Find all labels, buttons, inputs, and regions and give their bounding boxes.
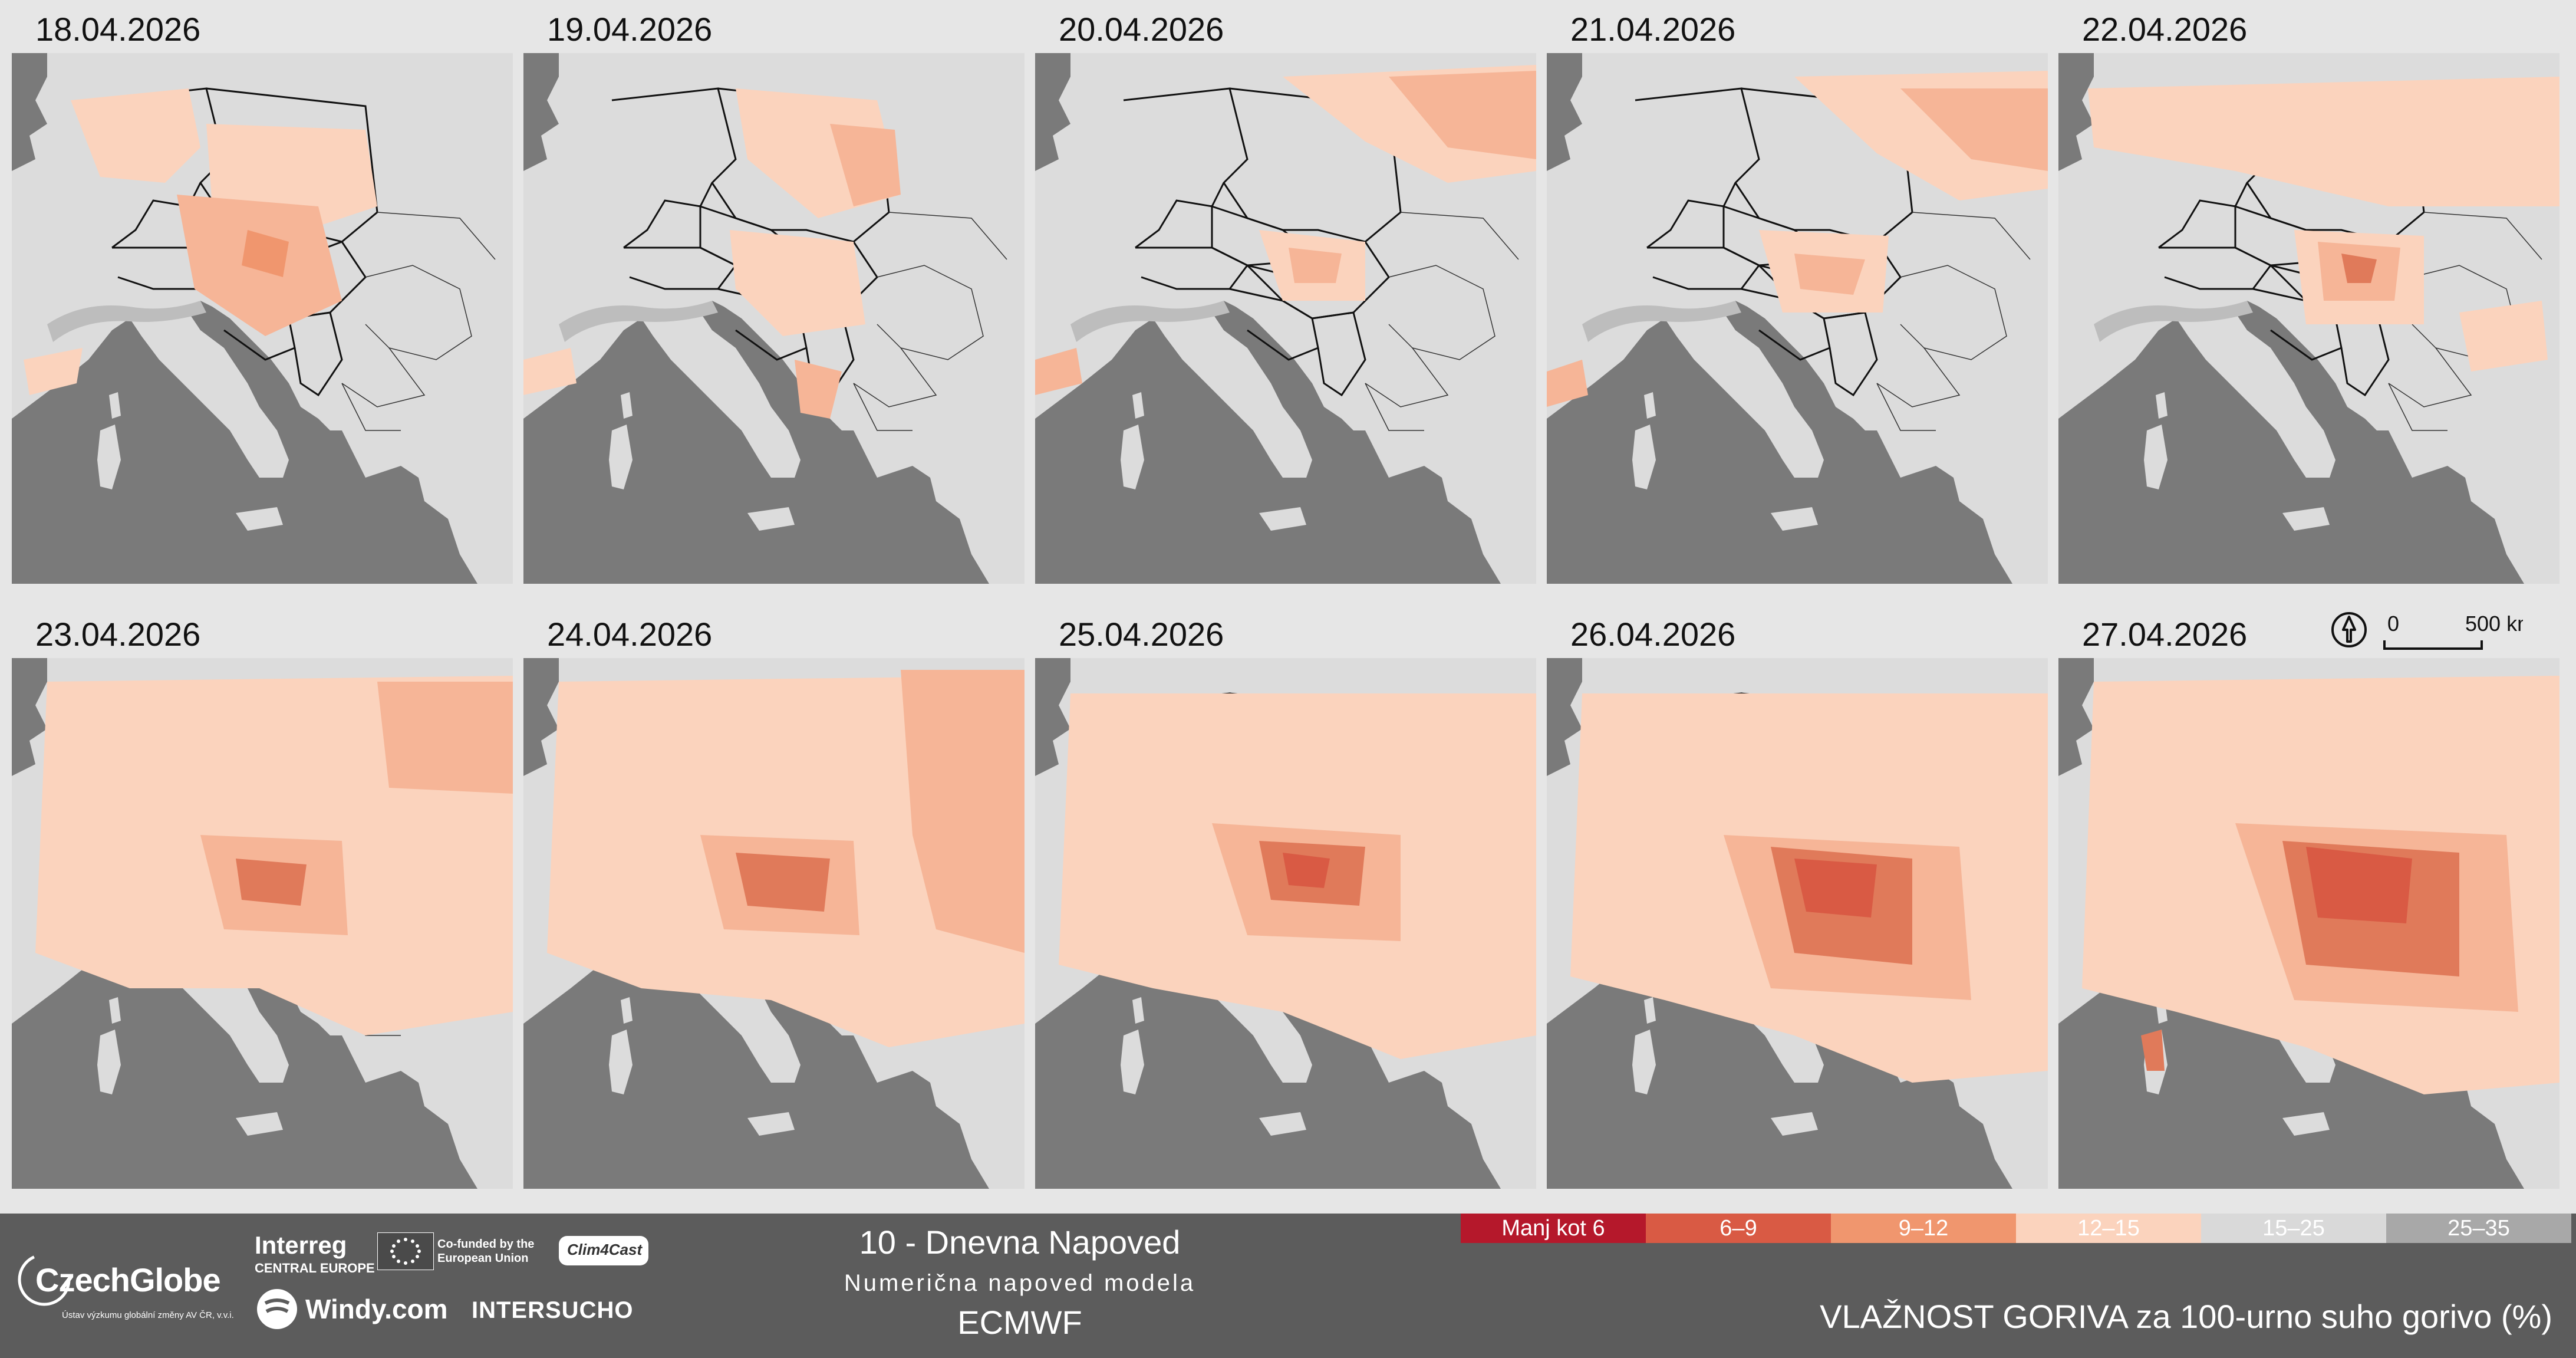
interreg-logo-text: Interreg <box>255 1231 347 1259</box>
fuel-moisture-map <box>1035 53 1536 584</box>
czechglobe-subtext: Ústav výzkumu globální změny AV ČR, v.v.… <box>62 1310 234 1320</box>
windy-logo-icon <box>257 1289 297 1329</box>
map-panel-4: 21.04.2026 <box>1547 0 2048 584</box>
eu-flag-icon <box>377 1232 434 1270</box>
map-panel-7: 24.04.2026 <box>523 605 1025 1189</box>
panel-date: 25.04.2026 <box>1059 616 1224 653</box>
legend-item-15-25: 15–25 <box>2201 1214 2386 1243</box>
scale-bar: 0 500 km <box>2331 611 2523 650</box>
map-panel-3: 20.04.2026 <box>1035 0 1536 584</box>
czechglobe-logo <box>18 1253 71 1306</box>
map-panel-10: 27.04.2026 <box>2058 605 2559 1189</box>
scale-distance-label: 500 km <box>2465 611 2523 636</box>
panel-date: 19.04.2026 <box>547 11 713 48</box>
map-panel-5: 22.04.2026 <box>2058 0 2559 584</box>
fuel-moisture-map <box>1547 53 2048 584</box>
panel-date: 23.04.2026 <box>35 616 201 653</box>
intersucho-logo-text: INTERSUCHO <box>472 1297 634 1323</box>
fuel-moisture-map <box>523 53 1025 584</box>
panel-date: 21.04.2026 <box>1570 11 1736 48</box>
fuel-moisture-map <box>1035 658 1536 1189</box>
czechglobe-logo-text: CzechGlobe <box>35 1261 221 1298</box>
cofunded-text: Co-funded by the European Union <box>437 1238 535 1265</box>
panel-date: 24.04.2026 <box>547 616 713 653</box>
panel-date: 18.04.2026 <box>35 11 201 48</box>
clim4cast-logo <box>559 1236 648 1265</box>
fuel-moisture-map <box>2058 53 2559 584</box>
variable-title: VLAŽNOST GORIVA za 100-urno suho gorivo … <box>1820 1298 2552 1335</box>
legend-item-lt6: Manj kot 6 <box>1461 1214 1646 1243</box>
legend-item-6-9: 6–9 <box>1646 1214 1831 1243</box>
legend-item-25-35: 25–35 <box>2386 1214 2571 1243</box>
map-panel-1: 18.04.2026 <box>12 0 513 584</box>
forecast-title: 10 - Dnevna Napoved <box>859 1224 1181 1261</box>
panel-date: 27.04.2026 <box>2082 616 2248 653</box>
fuel-moisture-map <box>12 658 513 1189</box>
panel-date: 20.04.2026 <box>1059 11 1224 48</box>
north-arrow-icon <box>2331 612 2367 647</box>
map-panel-6: 23.04.2026 <box>12 605 513 1189</box>
windy-logo-text: Windy.com <box>305 1294 448 1324</box>
legend-item-9-12: 9–12 <box>1831 1214 2016 1243</box>
clim4cast-logo-text: Clim4Cast <box>567 1241 643 1258</box>
fuel-moisture-map <box>523 658 1025 1189</box>
map-panel-2: 19.04.2026 <box>523 0 1025 584</box>
forecast-subtitle: Numerična napoved modela <box>844 1270 1196 1296</box>
scale-zero-label: 0 <box>2387 611 2399 636</box>
panel-date: 26.04.2026 <box>1570 616 1736 653</box>
fuel-moisture-map <box>2058 658 2559 1189</box>
model-name: ECMWF <box>957 1304 1082 1341</box>
legend-item-12-15: 12–15 <box>2016 1214 2201 1243</box>
fuel-moisture-map <box>12 53 513 584</box>
interreg-logo-subtext: CENTRAL EUROPE <box>255 1261 375 1275</box>
panel-date: 22.04.2026 <box>2082 11 2248 48</box>
map-panel-9: 26.04.2026 <box>1547 605 2048 1189</box>
fuel-moisture-map <box>1547 658 2048 1189</box>
map-panel-8: 25.04.2026 <box>1035 605 1536 1189</box>
